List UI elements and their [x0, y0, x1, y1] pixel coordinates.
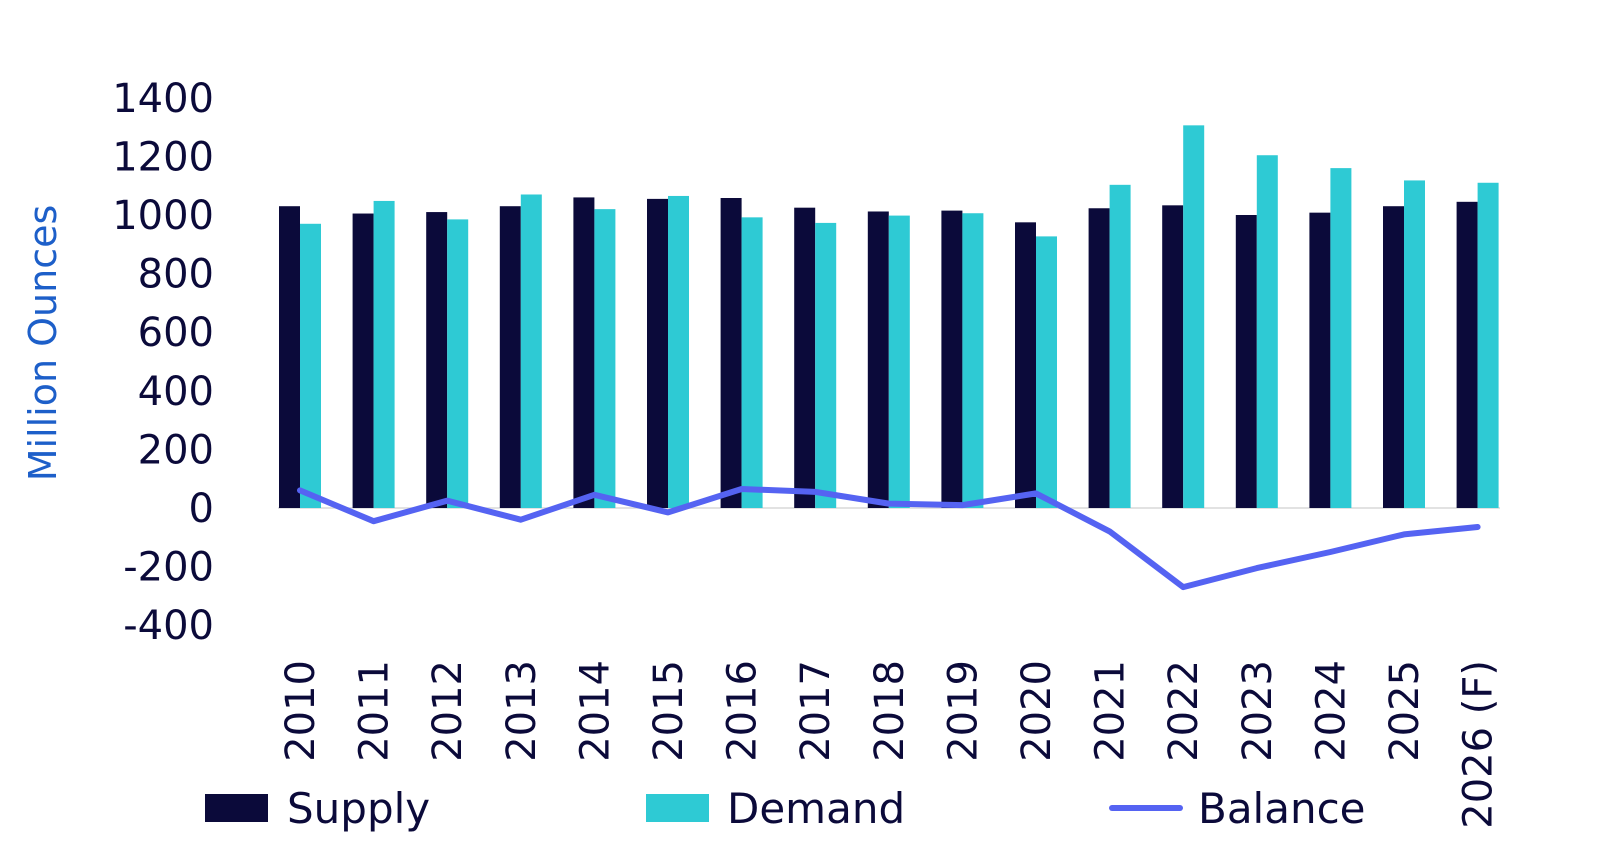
bars-layer	[279, 125, 1499, 509]
balance-point-2017	[814, 491, 816, 493]
bar-supply-2010	[279, 206, 300, 508]
bar-supply-2022	[1162, 205, 1184, 508]
y-tick-label: 1200	[112, 134, 214, 180]
balance-point-2026-f	[1477, 526, 1479, 528]
bar-supply-2013	[499, 206, 521, 508]
x-tick-label: 2014	[572, 660, 618, 762]
balance-point-2022	[1182, 586, 1184, 588]
bar-demand-2015	[668, 195, 689, 508]
bar-supply-2014	[573, 197, 595, 509]
balance-point-2015	[667, 511, 669, 513]
legend-label-demand: Demand	[727, 784, 905, 833]
balance-point-2025	[1403, 533, 1405, 535]
bar-supply-2016	[720, 198, 742, 509]
x-tick-label: 2015	[646, 660, 692, 762]
x-tick-label: 2024	[1308, 660, 1354, 762]
bar-supply-2024	[1309, 212, 1331, 508]
bar-demand-2023	[1256, 155, 1278, 508]
bar-supply-2012	[426, 212, 448, 508]
bar-demand-2010	[300, 223, 321, 509]
bar-demand-2018	[888, 215, 910, 508]
balance-point-2019	[961, 504, 963, 506]
y-tick-labels: -400 -200 0 200 400 600 800 1000 1200 1400	[112, 76, 214, 649]
y-tick-label: 200	[138, 427, 214, 473]
bar-demand-2020	[1036, 236, 1057, 508]
x-tick-label: 2025	[1382, 660, 1428, 762]
balance-point-2023	[1256, 567, 1258, 569]
x-tick-labels: 2010 2011 2012 2013 2014 2015 2016 2017 2018 2019…	[278, 660, 1502, 829]
bar-demand-2026-f	[1477, 182, 1499, 508]
bar-demand-2021	[1109, 184, 1131, 509]
bar-demand-2014	[594, 209, 616, 508]
x-tick-label: 2013	[499, 660, 545, 762]
bar-demand-2016	[741, 217, 763, 508]
legend-swatch-demand	[646, 794, 709, 822]
balance-point-2021	[1109, 530, 1111, 532]
y-tick-label: -200	[123, 545, 214, 591]
balance-point-2016	[741, 488, 743, 490]
x-tick-label: 2017	[793, 660, 839, 762]
balance-point-2014	[593, 494, 595, 496]
x-tick-label: 2016	[720, 660, 766, 762]
balance-point-2012	[446, 500, 448, 502]
balance-point-2010	[299, 489, 301, 491]
y-axis-title: Million Ounces	[21, 205, 65, 482]
bar-demand-2019	[962, 213, 984, 508]
y-tick-label: 600	[138, 310, 214, 356]
x-tick-label: 2023	[1235, 660, 1281, 762]
legend: Supply Demand Balance	[205, 784, 1366, 833]
y-tick-label: 1400	[112, 76, 214, 122]
x-tick-label: 2018	[867, 660, 913, 762]
y-tick-label: 800	[138, 252, 214, 298]
bar-supply-2026-f	[1456, 201, 1478, 508]
bar-demand-2024	[1330, 168, 1352, 508]
x-tick-label: 2012	[425, 660, 471, 762]
bar-supply-2011	[352, 213, 374, 508]
y-tick-label: -400	[123, 603, 214, 649]
bar-supply-2023	[1235, 215, 1257, 508]
balance-point-2018	[888, 503, 890, 505]
bar-demand-2012	[447, 219, 469, 508]
balance-point-2013	[520, 519, 522, 521]
bar-supply-2015	[647, 198, 668, 508]
x-tick-label: 2022	[1161, 660, 1207, 762]
bar-demand-2011	[373, 200, 395, 508]
balance-point-2024	[1329, 551, 1331, 553]
balance-line-layer	[297, 486, 1481, 591]
x-tick-label: 2021	[1088, 660, 1134, 762]
y-tick-label: 0	[189, 486, 214, 532]
legend-swatch-supply	[205, 794, 268, 822]
x-tick-label: 2010	[278, 660, 324, 762]
x-tick-label: 2011	[352, 660, 398, 762]
x-tick-label: 2026 (F)	[1456, 660, 1502, 829]
balance-point-2011	[373, 520, 375, 522]
bar-supply-2019	[941, 210, 963, 509]
legend-label-supply: Supply	[287, 784, 430, 833]
bar-demand-2022	[1183, 125, 1205, 508]
y-tick-label: 1000	[112, 193, 214, 239]
x-tick-label: 2020	[1014, 660, 1060, 762]
balance-point-2020	[1035, 492, 1037, 494]
bar-supply-2017	[794, 207, 816, 509]
bar-supply-2018	[867, 211, 889, 508]
legend-label-balance: Balance	[1198, 784, 1366, 833]
x-tick-label: 2019	[940, 660, 986, 762]
bar-demand-2025	[1404, 180, 1425, 508]
bar-supply-2020	[1015, 222, 1036, 508]
bar-supply-2021	[1088, 208, 1110, 509]
y-tick-label: 400	[138, 369, 214, 415]
bar-supply-2025	[1383, 206, 1404, 508]
bar-demand-2017	[815, 222, 837, 508]
bar-demand-2013	[520, 194, 542, 509]
